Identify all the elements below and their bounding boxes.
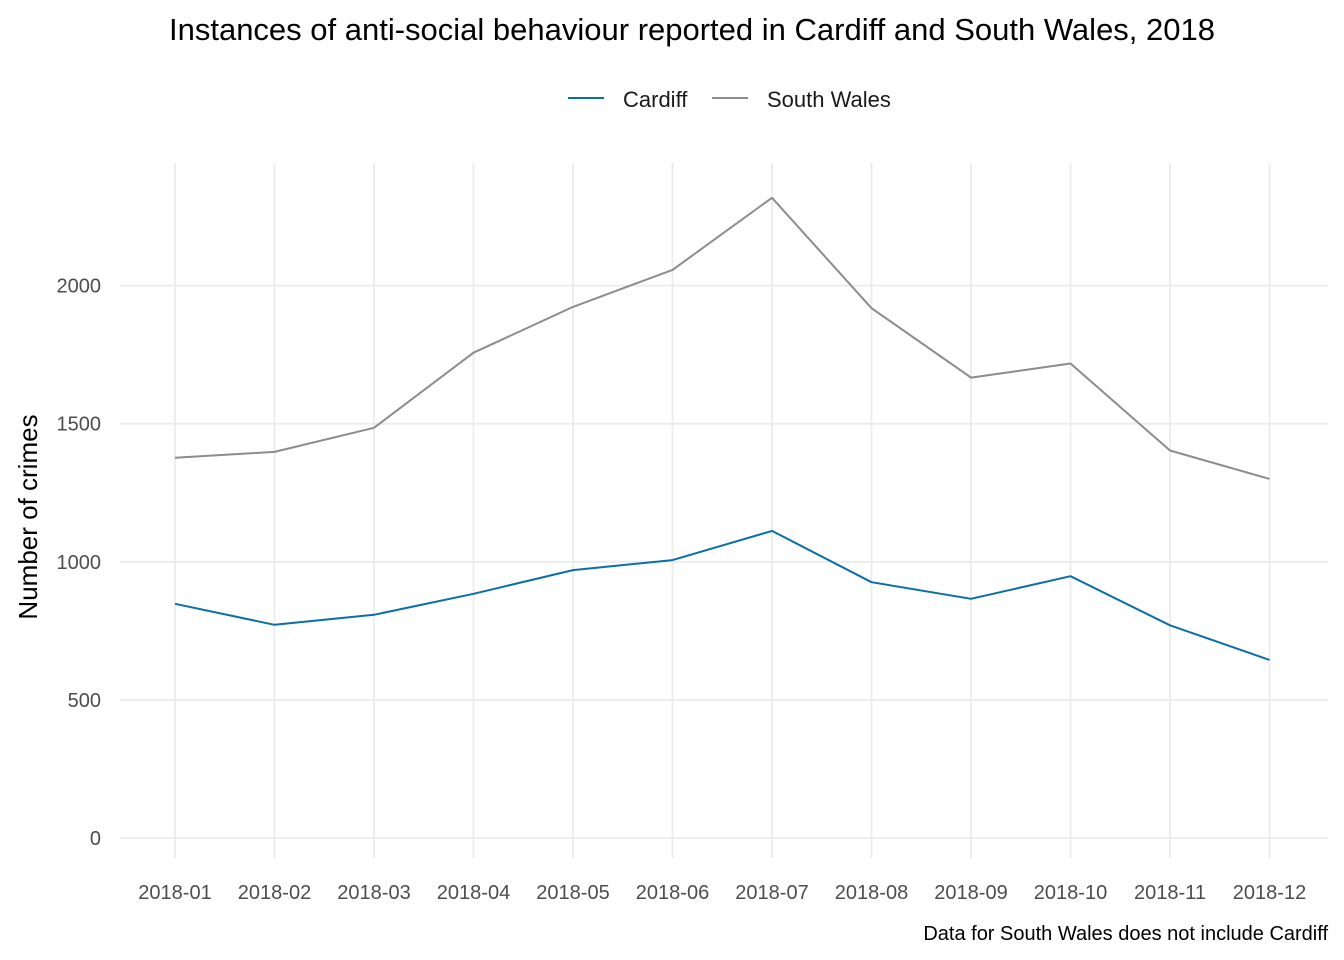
x-tick-label: 2018-08 <box>835 882 908 904</box>
y-tick-label: 1500 <box>57 414 102 436</box>
legend: Cardiff South Wales <box>568 87 891 112</box>
x-tick-label: 2018-03 <box>337 882 410 904</box>
y-tick-label: 2000 <box>57 276 102 298</box>
series-layer <box>174 196 1270 661</box>
x-tick-label: 2018-11 <box>1134 882 1206 904</box>
x-tick-label: 2018-02 <box>238 882 311 904</box>
chart-caption: Data for South Wales does not include Ca… <box>923 923 1328 945</box>
y-tick-label: 500 <box>68 690 101 712</box>
x-tick-label: 2018-09 <box>934 882 1007 904</box>
legend-label-south-wales: South Wales <box>767 87 891 112</box>
x-tick-label: 2018-07 <box>735 882 808 904</box>
x-axis-tick-labels: 2018-01 2018-02 2018-03 2018-04 2018-05 2018-… <box>138 882 1306 904</box>
series-line-south-wales <box>174 196 1270 480</box>
x-tick-label: 2018-06 <box>636 882 709 904</box>
x-tick-label: 2018-05 <box>536 882 609 904</box>
grid-vertical <box>174 163 1271 858</box>
x-tick-label: 2018-10 <box>1034 882 1107 904</box>
y-axis-title: Number of crimes <box>13 414 43 619</box>
chart-title: Instances of anti-social behaviour repor… <box>169 12 1215 47</box>
y-tick-label: 0 <box>90 828 101 850</box>
y-axis-tick-labels: 0 500 1000 1500 2000 <box>57 276 102 850</box>
x-tick-label: 2018-01 <box>138 882 211 904</box>
grid-horizontal <box>120 284 1328 839</box>
legend-label-cardiff: Cardiff <box>623 87 688 112</box>
x-tick-label: 2018-04 <box>437 882 510 904</box>
x-tick-label: 2018-12 <box>1233 882 1306 904</box>
y-tick-label: 1000 <box>57 552 102 574</box>
series-line-cardiff <box>174 529 1270 661</box>
